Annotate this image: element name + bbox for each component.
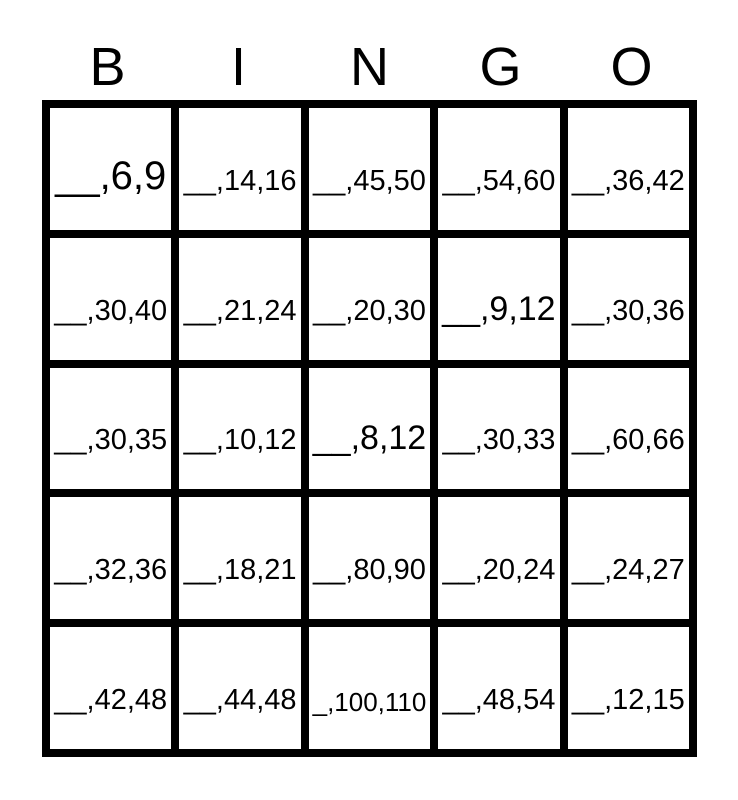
header-letter-i: I xyxy=(230,37,246,97)
bingo-cell[interactable]: __,18,21 xyxy=(179,497,301,620)
bingo-cell[interactable]: __,20,30 xyxy=(308,237,431,360)
bingo-grid: __,6,9 __,14,16 __,45,50 __,54,60 __,36,42 __… xyxy=(42,100,697,757)
bingo-cell[interactable]: __,30,33 xyxy=(438,367,560,490)
bingo-cell[interactable]: __,24,27 xyxy=(567,497,689,620)
bingo-cell[interactable]: __,60,66 xyxy=(567,367,689,490)
bingo-cell[interactable]: __,8,12 xyxy=(308,367,431,490)
header-letter-b: B xyxy=(89,37,126,97)
bingo-cell[interactable]: __,21,24 xyxy=(179,237,301,360)
bingo-cell[interactable]: __,14,16 xyxy=(179,108,301,230)
header-letter-n: N xyxy=(350,37,389,97)
bingo-cell[interactable]: __,30,40 xyxy=(50,237,172,360)
bingo-cell[interactable]: __,12,15 xyxy=(567,627,689,749)
bingo-cell[interactable]: _,100,110 xyxy=(308,627,431,749)
bingo-cell[interactable]: __,6,9 xyxy=(50,108,172,230)
bingo-cell[interactable]: __,42,48 xyxy=(50,627,172,749)
bingo-cell[interactable]: __,30,35 xyxy=(50,367,172,490)
bingo-cell[interactable]: __,10,12 xyxy=(179,367,301,490)
header-letter-o: O xyxy=(610,37,653,97)
header-letter-g: G xyxy=(479,37,522,97)
bingo-cell[interactable]: __,20,24 xyxy=(438,497,560,620)
bingo-cell[interactable]: __,80,90 xyxy=(308,497,431,620)
bingo-cell[interactable]: __,32,36 xyxy=(50,497,172,620)
bingo-cell[interactable]: __,36,42 xyxy=(567,108,689,230)
bingo-cell[interactable]: __,44,48 xyxy=(179,627,301,749)
bingo-cell[interactable]: __,54,60 xyxy=(438,108,560,230)
bingo-cell[interactable]: __,9,12 xyxy=(438,237,560,360)
bingo-cell[interactable]: __,45,50 xyxy=(308,108,431,230)
bingo-cell[interactable]: __,48,54 xyxy=(438,627,560,749)
bingo-cell[interactable]: __,30,36 xyxy=(567,237,689,360)
